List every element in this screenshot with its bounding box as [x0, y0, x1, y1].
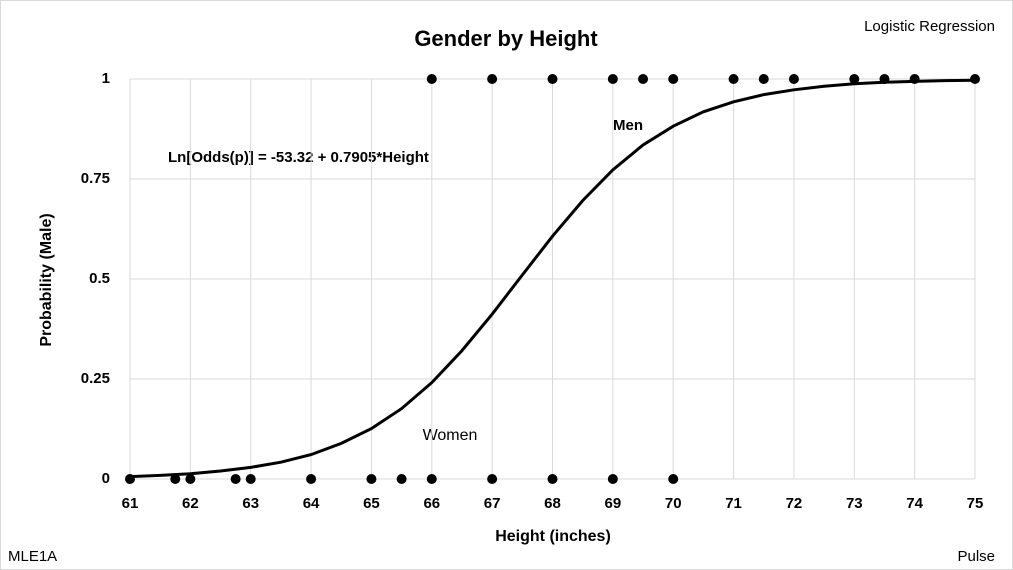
- x-tick-label: 72: [786, 495, 803, 512]
- point: [758, 74, 769, 84]
- point: [426, 74, 437, 84]
- y-tick-label: 0.75: [81, 170, 110, 187]
- point: [728, 74, 739, 84]
- x-tick-label: 71: [725, 495, 742, 512]
- point: [970, 74, 980, 84]
- x-tick-label: 70: [665, 495, 682, 512]
- y-axis-label: Probability (Male): [38, 213, 55, 346]
- y-tick-label: 1: [102, 70, 110, 87]
- point: [487, 74, 498, 84]
- point: [879, 74, 890, 84]
- annotation: Women: [423, 427, 478, 444]
- x-axis-label: Height (inches): [495, 528, 611, 545]
- point: [306, 474, 317, 484]
- x-tick-label: 67: [484, 495, 501, 512]
- chart-title: Gender by Height: [414, 26, 598, 51]
- y-tick-label: 0.5: [89, 270, 110, 287]
- point: [547, 474, 558, 484]
- x-tick-label: 73: [846, 495, 863, 512]
- x-tick-label: 62: [182, 495, 199, 512]
- chart-subtitle: Logistic Regression: [864, 18, 995, 35]
- point: [547, 74, 558, 84]
- point: [170, 474, 181, 484]
- x-tick-label: 69: [605, 495, 622, 512]
- annotation: Men: [613, 117, 643, 134]
- point: [788, 74, 799, 84]
- point: [366, 474, 377, 484]
- x-tick-label: 66: [423, 495, 440, 512]
- y-tick-label: 0.25: [81, 370, 110, 387]
- x-tick-label: 68: [544, 495, 561, 512]
- x-tick-label: 65: [363, 495, 380, 512]
- point: [668, 74, 679, 84]
- x-tick-label: 75: [967, 495, 984, 512]
- footer-left: MLE1A: [8, 548, 57, 565]
- annotation: Ln[Odds(p)] = -53.32 + 0.7905*Height: [168, 149, 429, 166]
- point: [487, 474, 498, 484]
- x-tick-label: 74: [906, 495, 923, 512]
- point: [426, 474, 437, 484]
- point: [638, 74, 649, 84]
- point: [849, 74, 860, 84]
- x-tick-label: 61: [122, 495, 139, 512]
- x-tick-label: 64: [303, 495, 320, 512]
- footer-right: Pulse: [957, 548, 995, 565]
- curve: [129, 78, 976, 479]
- x-tick-label: 63: [242, 495, 259, 512]
- point: [396, 474, 407, 484]
- point: [668, 474, 679, 484]
- point: [185, 474, 196, 484]
- point: [607, 74, 618, 84]
- point: [230, 474, 241, 484]
- point: [909, 74, 920, 84]
- point: [125, 474, 135, 484]
- y-tick-label: 0: [102, 470, 110, 487]
- point: [607, 474, 618, 484]
- point: [245, 474, 256, 484]
